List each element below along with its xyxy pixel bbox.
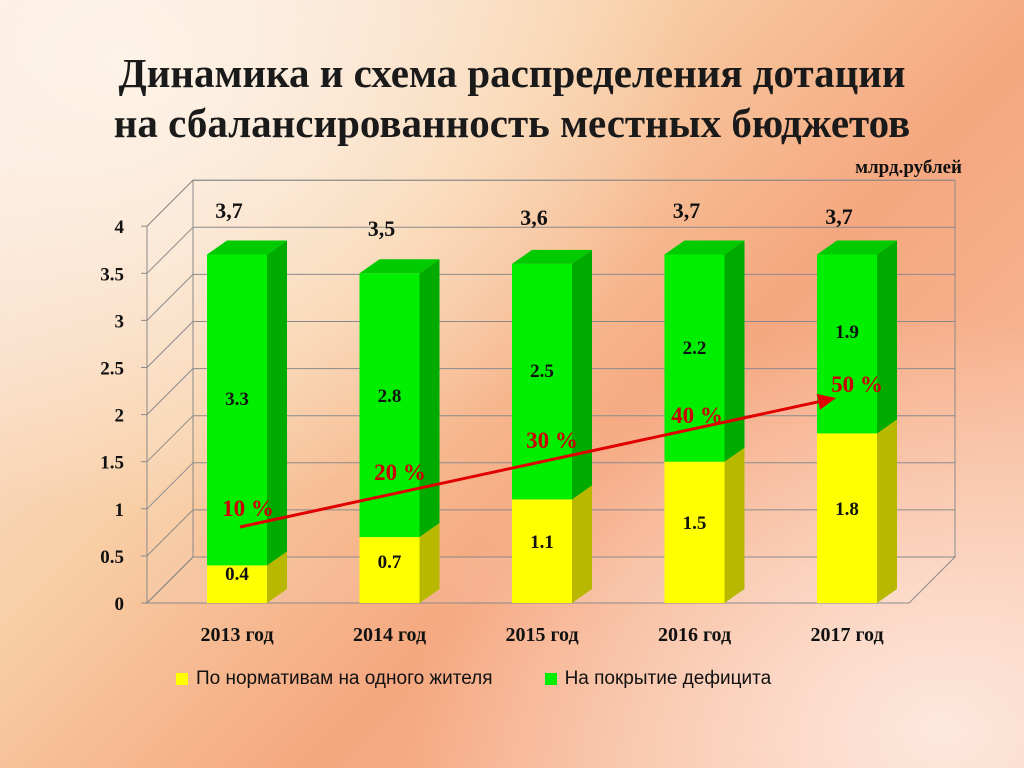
bar-yellow-side <box>267 551 287 603</box>
value-label-yellow: 1.8 <box>835 499 859 520</box>
bar-green-side <box>267 240 287 566</box>
value-label-green: 1.9 <box>835 322 859 343</box>
bar-top <box>207 240 287 255</box>
x-tick-label: 2015 год <box>505 624 578 646</box>
bar-green-side <box>419 259 440 538</box>
bar-green-front <box>817 254 877 434</box>
bar-yellow-front <box>512 499 572 603</box>
trend-arrow-line <box>239 400 819 529</box>
x-tick-label: 2017 год <box>810 624 883 646</box>
chart-title: Динамика и схема распределения дотации н… <box>0 48 1024 148</box>
gridline-side <box>146 368 194 415</box>
bar-yellow-side <box>419 523 440 603</box>
total-label: 3,5 <box>368 216 396 241</box>
gridline-side <box>146 274 194 321</box>
bar-green-front <box>359 273 420 538</box>
bar-top <box>664 240 745 255</box>
gridline-side <box>146 226 194 274</box>
total-label: 3,7 <box>673 198 701 223</box>
y-tick-label: 0 <box>115 594 125 615</box>
chart-title-line-2: на сбалансированность местных бюджетов <box>113 100 911 146</box>
bar-top <box>512 249 592 264</box>
total-label: 3,7 <box>215 198 243 223</box>
bar-top <box>359 259 440 274</box>
trend-arrow-head <box>816 393 836 410</box>
bar-yellow-front <box>664 461 725 603</box>
legend: По нормативам на одного жителя На покрыт… <box>176 668 771 690</box>
legend-swatch-green <box>544 673 557 685</box>
bar-green-side <box>724 240 745 462</box>
percent-label: 50 % <box>831 372 883 397</box>
bar-yellow-side <box>572 485 592 603</box>
gridline-side <box>146 179 194 227</box>
bar-yellow-front <box>207 565 267 603</box>
gridline-side <box>146 321 194 368</box>
percent-label: 30 % <box>526 428 578 453</box>
value-label-yellow: 1.5 <box>683 513 707 534</box>
legend-swatch-yellow <box>176 673 188 685</box>
percent-label: 10 % <box>222 496 274 521</box>
legend-label-green: На покрытие дефицита <box>564 668 772 689</box>
y-tick-label: 3 <box>115 311 125 332</box>
legend-item-green: На покрытие дефицита <box>544 668 772 690</box>
y-tick-label: 1 <box>115 500 125 521</box>
total-label: 3,7 <box>825 204 853 229</box>
unit-label: млрд.рублей <box>855 157 962 178</box>
bar-yellow-side <box>724 447 745 603</box>
total-label: 3,6 <box>520 205 548 230</box>
bar-yellow-side <box>877 419 897 603</box>
chart-title-line-1: Динамика и схема распределения дотации <box>118 50 906 96</box>
y-tick-label: 0.5 <box>100 547 124 568</box>
bar-green-front <box>207 254 267 566</box>
value-label-green: 2.2 <box>683 338 707 359</box>
percent-label: 20 % <box>374 460 426 485</box>
bar-top <box>817 240 897 255</box>
gridline-side <box>146 509 194 557</box>
gridline-side <box>146 556 194 604</box>
x-tick-label: 2016 год <box>658 624 731 646</box>
value-label-green: 3.3 <box>225 389 249 410</box>
bar-yellow-front <box>817 433 877 603</box>
gridline-side <box>146 415 194 463</box>
legend-item-yellow: По нормативам на одного жителя <box>176 668 493 690</box>
legend-label-yellow: По нормативам на одного жителя <box>196 668 493 689</box>
bar-green-side <box>877 240 897 434</box>
value-label-green: 2.8 <box>378 386 402 407</box>
y-tick-label: 4 <box>115 217 125 238</box>
bar-yellow-front <box>359 537 420 603</box>
value-label-yellow: 0.4 <box>225 564 249 585</box>
percent-label: 40 % <box>671 403 723 428</box>
x-tick-label: 2014 год <box>353 624 426 646</box>
value-label-yellow: 1.1 <box>530 532 554 553</box>
gridline-side <box>146 462 194 510</box>
y-tick-label: 2.5 <box>100 359 124 380</box>
value-label-green: 2.5 <box>530 361 554 382</box>
y-tick-label: 3.5 <box>100 264 124 285</box>
y-tick-label: 1.5 <box>100 453 124 474</box>
value-label-yellow: 0.7 <box>378 552 402 573</box>
x-tick-label: 2013 год <box>200 624 273 646</box>
y-tick-label: 2 <box>115 406 125 427</box>
bar-green-side <box>572 249 592 500</box>
